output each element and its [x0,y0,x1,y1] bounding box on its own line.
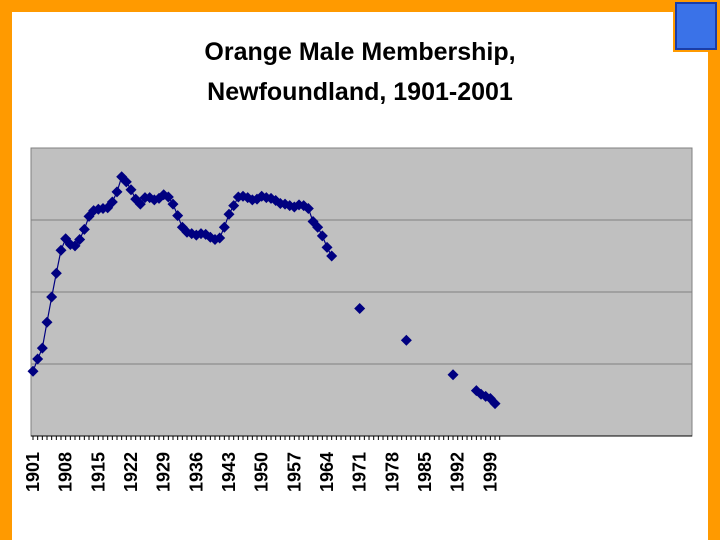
data-point-1960 [302,202,314,214]
data-point-1964 [321,241,333,253]
data-point-1962 [312,221,324,233]
data-point-1930 [162,191,174,203]
data-point-1904 [41,316,53,328]
data-point-1965 [326,250,338,262]
data-point-1911 [74,233,86,245]
x-tick-label-1978: 1978 [382,452,402,492]
data-point-1944 [228,200,240,212]
x-tick-label-1992: 1992 [448,452,468,492]
data-point-1905 [46,291,58,303]
data-point-1943 [223,208,235,220]
chart-title: Orange Male Membership, Newfoundland, 19… [120,32,600,112]
data-point-1991 [447,369,459,381]
data-point-1906 [50,267,62,279]
x-tick-label-1957: 1957 [284,452,304,492]
x-tick-label-1943: 1943 [219,452,239,492]
data-point-1922 [125,184,137,196]
data-point-1963 [316,230,328,242]
data-point-1941 [214,232,226,244]
data-point-1901 [27,365,39,377]
x-axis-ticks [32,436,501,440]
data-point-1924 [134,198,146,210]
x-tick-label-1922: 1922 [121,452,141,492]
gridlines [31,219,692,365]
data-markers [27,171,501,410]
x-tick-label-1908: 1908 [56,452,76,492]
x-tick-label-1999: 1999 [480,452,500,492]
data-point-1942 [218,221,230,233]
x-tick-label-1936: 1936 [186,452,206,492]
x-tick-label-1964: 1964 [317,452,337,492]
x-tick-label-1901: 1901 [23,452,43,492]
data-point-1903 [36,342,48,354]
data-point-1912 [78,223,90,235]
x-tick-label-1985: 1985 [415,452,435,492]
x-tick-label-1971: 1971 [350,452,370,492]
data-point-1921 [120,176,132,188]
x-axis-tick-labels: 1901 1908 1915 1922 1929 1936 1943 1950 1957 1964… [23,452,500,492]
x-tick-label-1929: 1929 [154,452,174,492]
data-point-1919 [111,186,123,198]
data-point-2000 [489,398,501,410]
x-tick-label-1915: 1915 [88,452,108,492]
data-point-1907 [55,244,67,256]
accent-square [675,2,717,50]
data-point-1902 [32,353,44,365]
data-point-1931 [167,198,179,210]
data-point-1918 [106,196,118,208]
x-tick-label-1950: 1950 [252,452,272,492]
data-point-1910 [69,240,81,252]
chart-title-line-1: Orange Male Membership, [204,38,516,66]
chart-title-line-2: Newfoundland, 1901-2001 [207,78,513,106]
data-point-1981 [400,334,412,346]
data-point-1971 [354,303,366,315]
data-point-1932 [172,210,184,222]
